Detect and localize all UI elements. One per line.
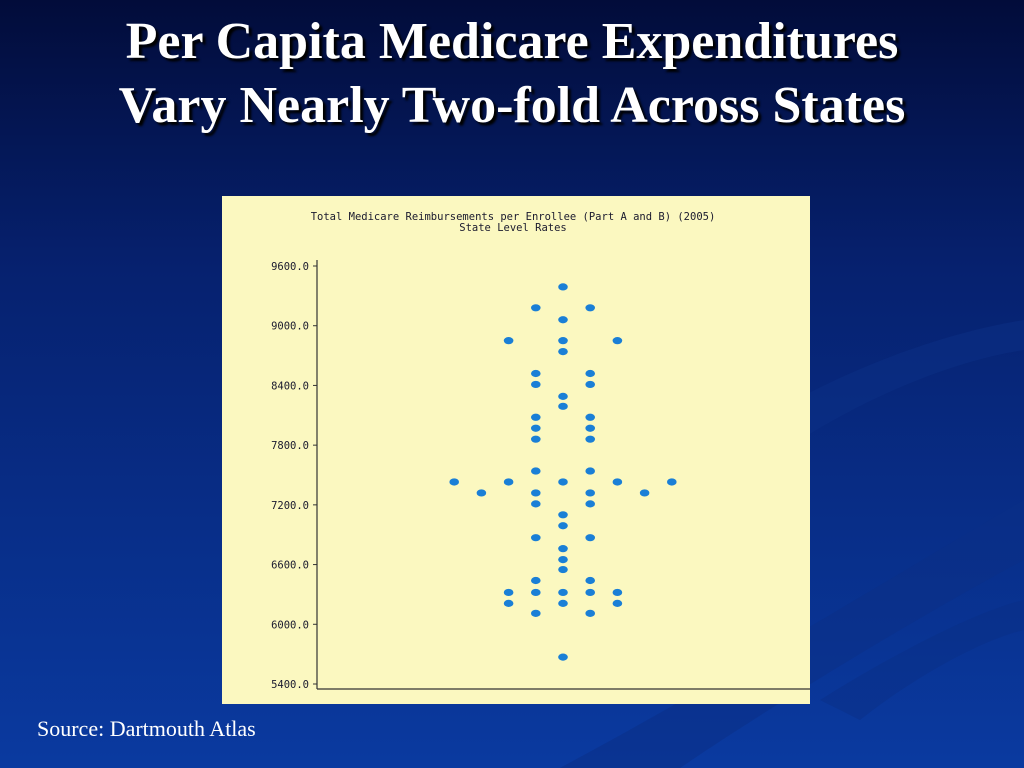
dot-plot-chart: Total Medicare Reimbursements per Enroll… xyxy=(271,211,810,691)
data-point xyxy=(558,522,568,530)
data-point xyxy=(612,337,623,345)
source-note: Source: Dartmouth Atlas xyxy=(37,716,256,741)
data-point xyxy=(503,599,514,607)
data-point xyxy=(585,534,595,542)
data-point xyxy=(558,316,568,324)
data-point xyxy=(531,380,541,389)
data-point xyxy=(585,435,595,443)
chart-panel: Total Medicare Reimbursements per Enroll… xyxy=(222,196,810,704)
data-point xyxy=(558,565,568,574)
data-point xyxy=(531,369,541,378)
data-point xyxy=(558,555,568,564)
data-point xyxy=(449,478,459,486)
data-point xyxy=(558,347,568,356)
data-point xyxy=(531,413,541,421)
data-point xyxy=(558,337,568,345)
data-point xyxy=(503,478,514,486)
data-point xyxy=(558,392,568,400)
data-point xyxy=(531,576,541,585)
data-point xyxy=(639,489,650,497)
slide-title-line-2: Vary Nearly Two-fold Across States xyxy=(118,77,906,134)
y-tick-label: 9000.0 xyxy=(271,321,309,333)
y-axis-ticks: 9600.0 9000.0 8400.0 7800.0 7200.0 6600.0 6000… xyxy=(271,261,317,691)
y-tick-label: 9600.0 xyxy=(271,261,309,273)
y-tick-label: 8400.0 xyxy=(271,380,309,392)
data-point xyxy=(585,609,595,617)
data-point xyxy=(531,424,541,432)
data-point xyxy=(585,413,595,421)
data-point xyxy=(558,402,568,410)
data-point xyxy=(558,545,568,553)
data-point xyxy=(585,500,595,508)
data-point xyxy=(558,478,568,486)
y-tick-label: 6600.0 xyxy=(271,560,309,572)
data-point xyxy=(476,489,487,497)
data-point xyxy=(531,435,541,443)
data-point xyxy=(503,588,514,597)
data-point xyxy=(531,609,541,617)
chart-title: Total Medicare Reimbursements per Enroll… xyxy=(311,211,716,223)
y-tick-label: 6000.0 xyxy=(271,619,309,631)
data-point xyxy=(585,369,595,378)
y-tick-label: 7200.0 xyxy=(271,500,309,512)
data-point xyxy=(612,599,623,607)
data-point xyxy=(585,424,595,432)
slide-title: Per Capita Medicare Expenditures Vary Ne… xyxy=(0,10,1024,138)
data-point xyxy=(612,478,623,486)
data-point xyxy=(585,489,595,497)
chart-subtitle: State Level Rates xyxy=(459,222,566,234)
data-point xyxy=(585,467,595,475)
data-point xyxy=(558,599,568,607)
data-point xyxy=(531,500,541,508)
data-point xyxy=(531,304,541,312)
data-point xyxy=(558,511,568,519)
data-point xyxy=(558,283,568,291)
y-tick-label: 5400.0 xyxy=(271,679,309,691)
data-point xyxy=(585,576,595,585)
slide-title-line-1: Per Capita Medicare Expenditures xyxy=(125,13,899,70)
data-point xyxy=(503,337,514,345)
data-point xyxy=(531,534,541,542)
data-point xyxy=(531,467,541,475)
data-point xyxy=(558,588,568,597)
data-point xyxy=(612,588,623,597)
data-point xyxy=(585,304,595,312)
data-point xyxy=(585,588,595,597)
data-point xyxy=(531,588,541,597)
data-point xyxy=(531,489,541,497)
y-tick-label: 7800.0 xyxy=(271,440,309,452)
data-points xyxy=(449,283,677,661)
data-point xyxy=(585,380,595,389)
data-point xyxy=(667,478,677,486)
data-point xyxy=(558,653,568,661)
